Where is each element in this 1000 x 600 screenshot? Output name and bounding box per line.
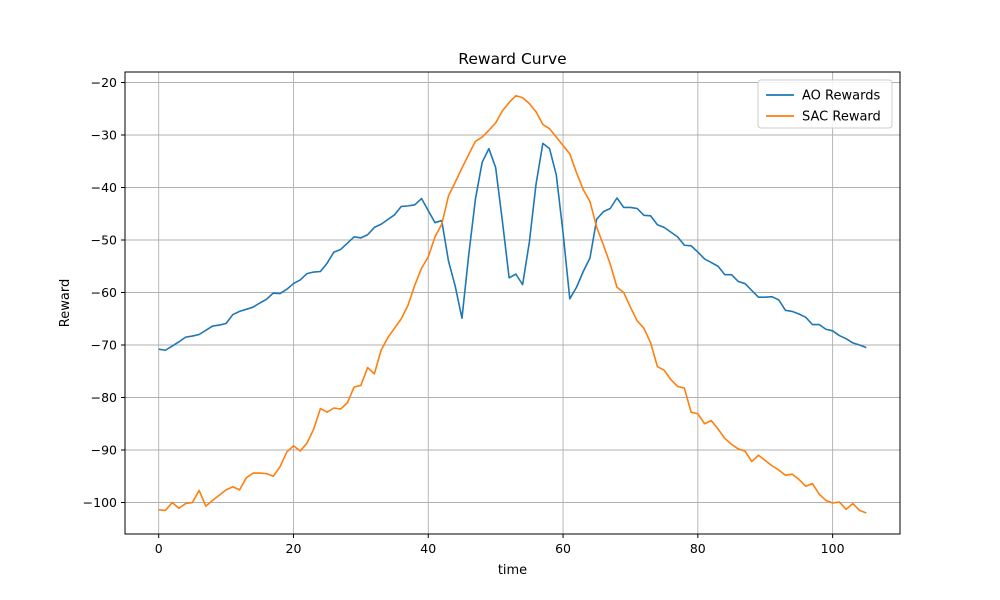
x-tick-label: 0 xyxy=(155,541,163,556)
tick-layer: 0 20 40 60 80 100 −20 −30 −40 −50 −60 −70 −80 −90 −100 xyxy=(83,75,845,556)
y-tick-label: −20 xyxy=(91,75,117,90)
y-tick-label: −60 xyxy=(91,285,117,300)
x-axis-label: time xyxy=(498,563,527,578)
series-layer xyxy=(158,94,867,514)
legend: AO Rewards SAC Reward xyxy=(757,79,893,129)
x-tick-label: 60 xyxy=(555,541,571,556)
x-tick-label: 80 xyxy=(690,541,706,556)
y-tick-label: −90 xyxy=(91,443,117,458)
y-tick-label: −100 xyxy=(83,495,117,510)
y-tick-label: −50 xyxy=(91,233,117,248)
y-axis-label: Reward xyxy=(58,279,73,327)
legend-label: SAC Reward xyxy=(802,110,881,125)
series-line-ao-rewards xyxy=(158,142,867,352)
x-tick-label: 100 xyxy=(821,541,845,556)
y-tick-label: −40 xyxy=(91,180,117,195)
y-tick-label: −30 xyxy=(91,128,117,143)
x-tick-label: 20 xyxy=(286,541,302,556)
legend-label: AO Rewards xyxy=(802,89,880,104)
plot-frame xyxy=(124,71,901,535)
series-line-sac-reward xyxy=(158,94,867,514)
y-tick-label: −70 xyxy=(91,338,117,353)
grid-layer xyxy=(125,72,900,534)
chart-title: Reward Curve xyxy=(458,50,566,68)
x-tick-label: 40 xyxy=(420,541,436,556)
y-tick-label: −80 xyxy=(91,390,117,405)
